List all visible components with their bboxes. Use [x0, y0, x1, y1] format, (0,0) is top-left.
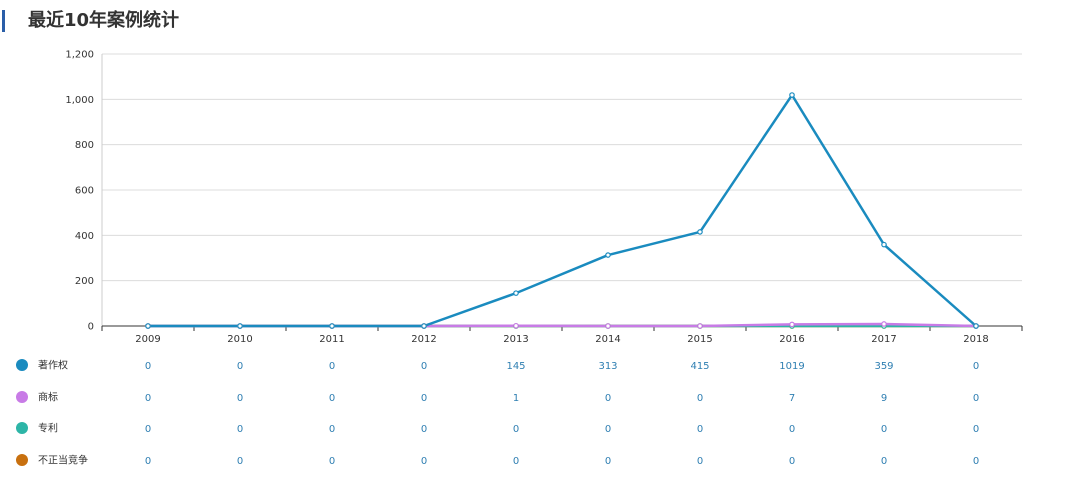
data-point — [973, 323, 979, 329]
table-cell: 0 — [329, 424, 335, 435]
table-cell: 0 — [513, 424, 519, 435]
legend-label: 不正当竞争 — [38, 454, 88, 467]
table-cell: 0 — [881, 424, 887, 435]
table-cell: 0 — [789, 424, 795, 435]
table-cell: 0 — [145, 456, 151, 467]
legend-swatch-3 — [16, 454, 28, 466]
data-point — [513, 290, 519, 296]
table-cell: 0 — [421, 424, 427, 435]
y-tick-label: 800 — [75, 140, 94, 151]
table-cell: 0 — [329, 393, 335, 404]
table-cell: 0 — [697, 424, 703, 435]
table-cell: 0 — [605, 424, 611, 435]
y-tick-label: 600 — [75, 186, 94, 197]
x-tick-label: 2014 — [595, 334, 620, 345]
table-cell: 0 — [605, 393, 611, 404]
x-tick-label: 2010 — [227, 334, 252, 345]
table-cell: 359 — [874, 361, 893, 372]
data-point — [697, 229, 703, 235]
table-cell: 0 — [421, 361, 427, 372]
page-title: 最近10年案例统计 — [28, 10, 180, 31]
data-point — [237, 323, 243, 329]
table-cell: 0 — [329, 361, 335, 372]
data-point — [789, 321, 795, 328]
x-tick-label: 2017 — [871, 334, 896, 345]
data-point — [513, 322, 519, 329]
x-tick-label: 2016 — [779, 334, 804, 345]
data-point — [697, 323, 703, 329]
table-cell: 1019 — [779, 361, 804, 372]
table-cell: 0 — [789, 456, 795, 467]
legend-label: 著作权 — [38, 359, 68, 372]
y-tick-label: 200 — [75, 276, 94, 287]
table-cell: 7 — [789, 393, 795, 404]
table-cell: 0 — [237, 361, 243, 372]
data-point — [329, 323, 335, 329]
table-cell: 0 — [973, 456, 979, 467]
table-cell: 9 — [881, 393, 887, 404]
y-tick-label: 1,200 — [65, 50, 94, 61]
table-cell: 0 — [697, 393, 703, 404]
table-cell: 0 — [421, 393, 427, 404]
data-point — [605, 252, 611, 258]
y-tick-label: 400 — [75, 231, 94, 242]
x-tick-label: 2011 — [319, 334, 344, 345]
x-tick-label: 2009 — [135, 334, 160, 345]
table-cell: 0 — [237, 393, 243, 404]
data-point — [605, 323, 611, 329]
legend-swatch-1 — [16, 391, 28, 403]
data-point — [421, 323, 427, 329]
table-cell: 0 — [697, 456, 703, 467]
table-cell: 1 — [513, 393, 519, 404]
table-cell: 0 — [329, 456, 335, 467]
series-line-0 — [148, 93, 977, 328]
x-tick-label: 2012 — [411, 334, 436, 345]
table-cell: 0 — [145, 424, 151, 435]
legend-swatch-0 — [16, 359, 28, 371]
y-tick-label: 1,000 — [65, 95, 94, 106]
table-cell: 0 — [237, 424, 243, 435]
table-cell: 0 — [145, 393, 151, 404]
table-cell: 0 — [973, 361, 979, 372]
data-point — [789, 92, 795, 98]
table-cell: 0 — [513, 456, 519, 467]
table-cell: 313 — [598, 361, 617, 372]
x-tick-label: 2015 — [687, 334, 712, 345]
table-cell: 0 — [881, 456, 887, 467]
table-cell: 415 — [690, 361, 709, 372]
x-tick-label: 2018 — [963, 334, 988, 345]
table-cell: 0 — [237, 456, 243, 467]
legend-swatch-2 — [16, 422, 28, 434]
table-cell: 145 — [506, 361, 525, 372]
data-point — [881, 241, 887, 248]
table-cell: 0 — [973, 424, 979, 435]
y-tick-label: 0 — [88, 322, 94, 333]
legend-label: 专利 — [38, 422, 58, 435]
legend-label: 商标 — [38, 391, 58, 404]
x-tick-label: 2013 — [503, 334, 528, 345]
title-bar: 最近10年案例统计 — [0, 0, 1080, 42]
table-cell: 0 — [421, 456, 427, 467]
table-cell: 0 — [145, 361, 151, 372]
table-cell: 0 — [605, 456, 611, 467]
title-accent-bar — [2, 10, 5, 32]
data-point — [881, 321, 887, 327]
data-point — [145, 323, 151, 329]
table-cell: 0 — [973, 393, 979, 404]
